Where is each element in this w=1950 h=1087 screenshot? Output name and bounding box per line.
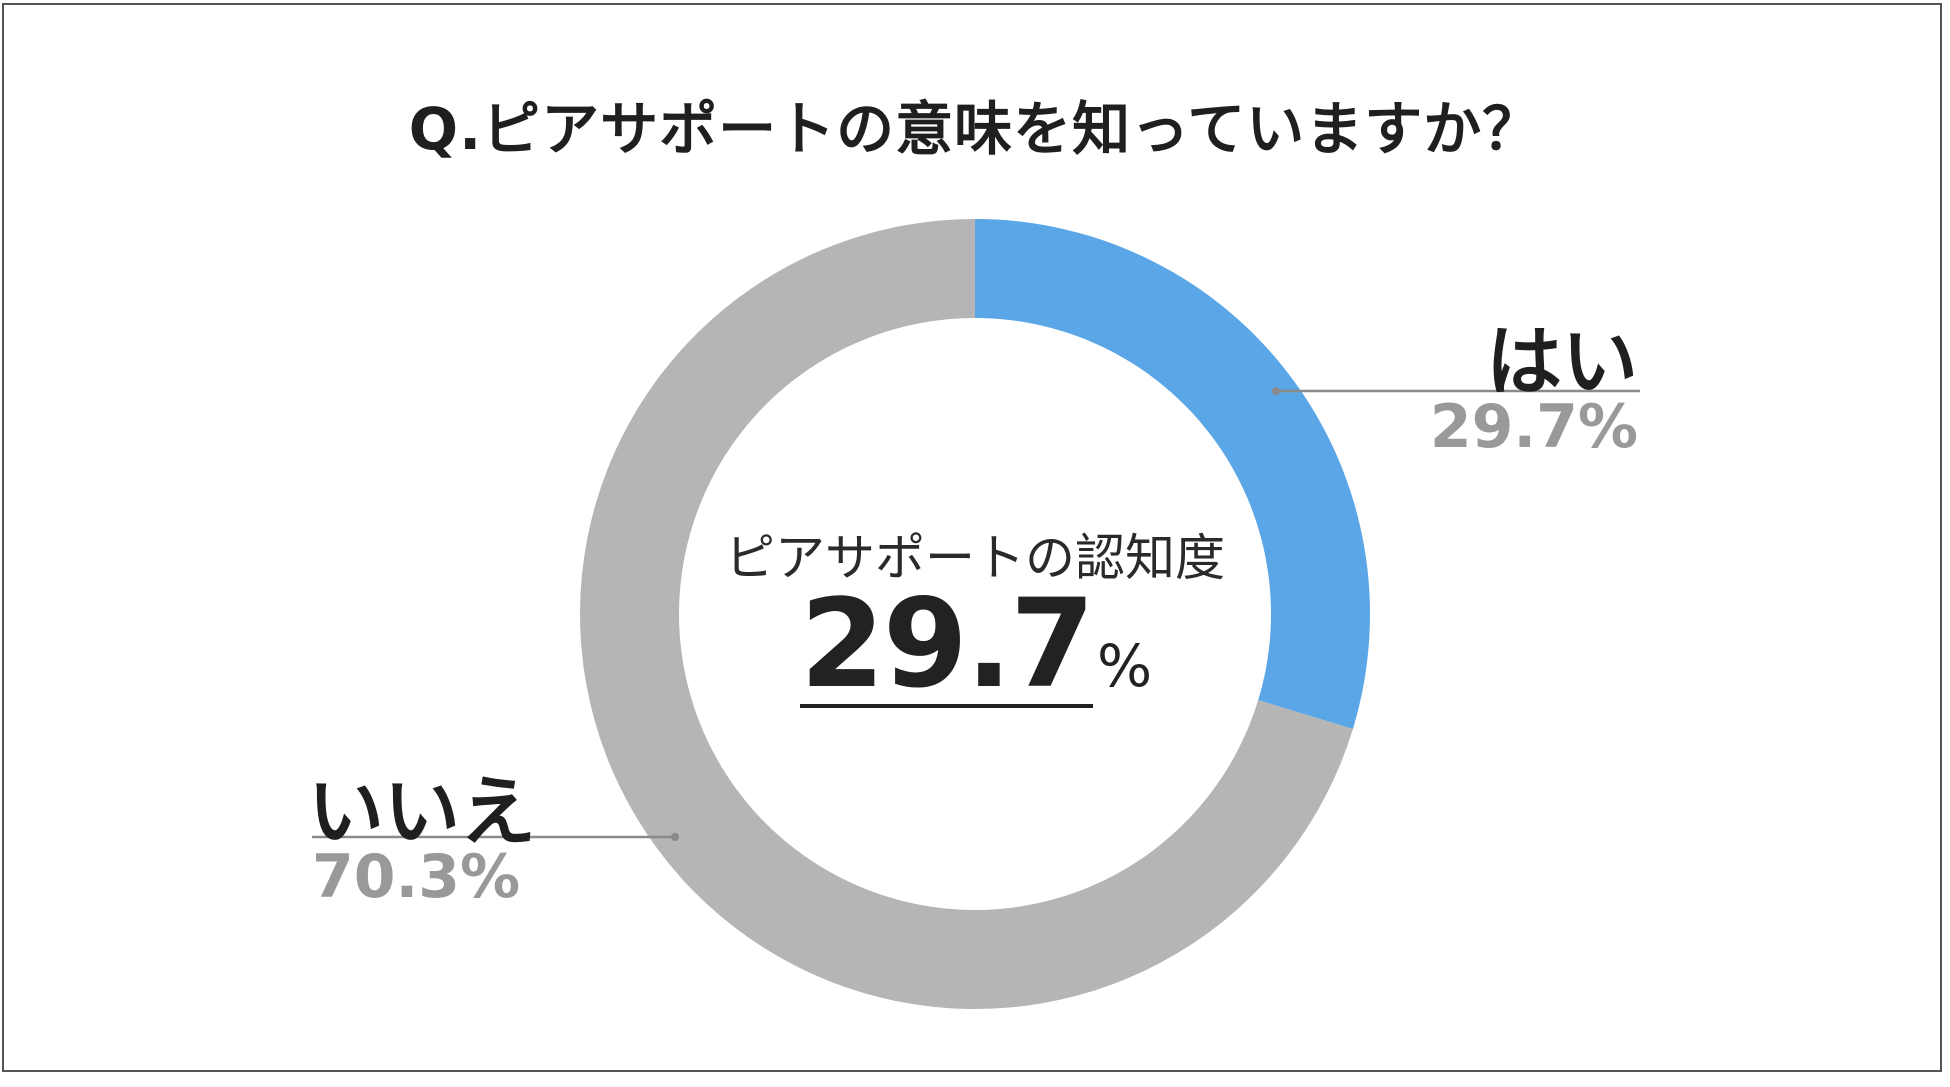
slice-value-yes: 29.7% (1429, 392, 1638, 462)
center-value-unit: % (1097, 632, 1153, 700)
center-caption: ピアサポートの認知度 (725, 529, 1225, 587)
slice-label-no: いいえ (308, 767, 536, 856)
chart-frame (2, 3, 1942, 1072)
center-value: 29.7% (800, 573, 1153, 718)
donut-slice-yes (975, 219, 1371, 729)
center-value-number: 29.7 (800, 573, 1095, 715)
leader-line-yes-dot (1272, 387, 1280, 395)
leader-line-no-dot (671, 833, 679, 841)
slice-value-no: 70.3% (312, 842, 521, 912)
slice-label-yes: はい (1486, 317, 1638, 406)
chart-title: Q.ピアサポートの意味を知っていますか？ (408, 95, 1542, 163)
